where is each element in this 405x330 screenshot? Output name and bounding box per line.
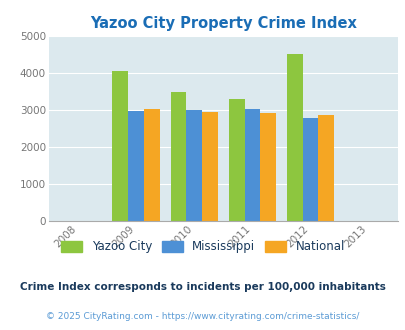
- Bar: [260, 113, 275, 221]
- Text: © 2025 CityRating.com - https://www.cityrating.com/crime-statistics/: © 2025 CityRating.com - https://www.city…: [46, 312, 359, 321]
- Bar: [128, 111, 143, 221]
- Bar: [186, 110, 202, 221]
- Bar: [286, 54, 302, 221]
- Text: Crime Index corresponds to incidents per 100,000 inhabitants: Crime Index corresponds to incidents per…: [20, 282, 385, 292]
- Bar: [170, 92, 186, 221]
- Bar: [302, 117, 318, 221]
- Bar: [112, 71, 128, 221]
- Bar: [202, 112, 217, 221]
- Bar: [244, 109, 260, 221]
- Legend: Yazoo City, Mississippi, National: Yazoo City, Mississippi, National: [58, 237, 347, 257]
- Bar: [318, 115, 333, 221]
- Bar: [228, 99, 244, 221]
- Title: Yazoo City Property Crime Index: Yazoo City Property Crime Index: [90, 16, 356, 31]
- Bar: [143, 109, 159, 221]
